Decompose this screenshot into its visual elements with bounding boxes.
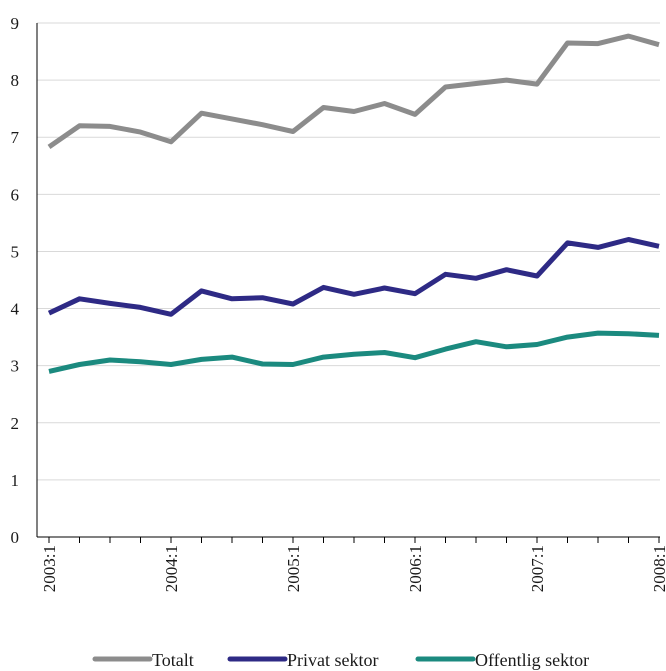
- x-tick-label-2007:1: 2007:1: [528, 545, 547, 592]
- y-tick-label-8: 8: [11, 71, 20, 90]
- y-axis: 0 1 2 3 4 5 6 7 8 9: [11, 14, 38, 547]
- y-tick-label-7: 7: [11, 128, 20, 147]
- y-tick-label-3: 3: [11, 357, 20, 376]
- x-tick-label-2003:1: 2003:1: [40, 545, 59, 592]
- gridlines: [37, 22, 660, 481]
- series-line-privat-sektor: [47, 237, 660, 317]
- legend-label-privat-sektor: Privat sektor: [287, 650, 379, 670]
- x-tick-label-2004:1: 2004:1: [162, 545, 181, 592]
- legend-label-offentlig-sektor: Offentlig sektor: [475, 650, 589, 670]
- series-line-offentlig-sektor: [48, 330, 660, 374]
- y-tick-label-4: 4: [11, 300, 20, 319]
- series-line-totalt: [47, 33, 660, 149]
- legend: Totalt Privat sektor Offentlig sektor: [92, 650, 589, 670]
- x-tick-label-2005:1: 2005:1: [284, 545, 303, 592]
- legend-label-totalt: Totalt: [152, 650, 194, 670]
- y-tick-label-0: 0: [11, 528, 20, 547]
- y-tick-label-5: 5: [11, 242, 20, 261]
- x-tick-label-2006:1: 2006:1: [406, 545, 425, 592]
- y-tick-label-6: 6: [11, 185, 20, 204]
- x-tick-label-2008:1: 2008:1: [650, 545, 666, 592]
- x-axis: 2003:1 2004:1 2005:1 2006:1 2007:1 2008:1: [37, 536, 666, 592]
- y-tick-label-2: 2: [11, 414, 20, 433]
- series-lines: [47, 33, 660, 374]
- y-tick-label-9: 9: [11, 14, 20, 33]
- y-tick-label-1: 1: [11, 471, 20, 490]
